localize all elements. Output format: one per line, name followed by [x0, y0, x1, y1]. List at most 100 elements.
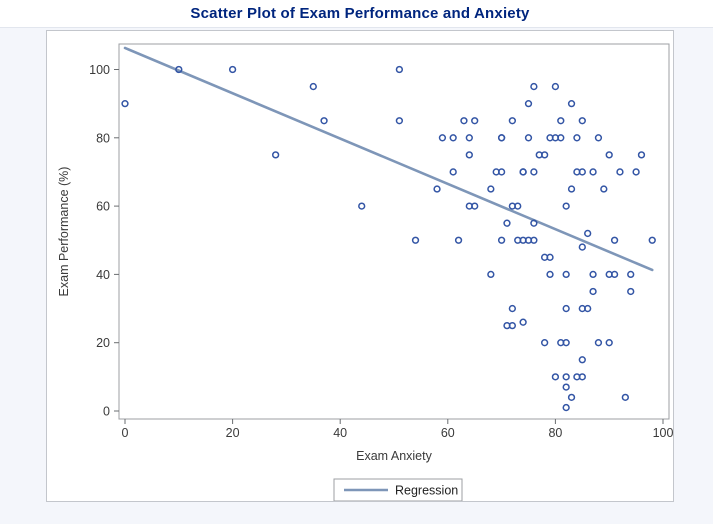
data-point	[567, 185, 576, 193]
data-point	[471, 117, 479, 125]
data-point	[584, 304, 592, 313]
plot-frame	[118, 43, 670, 420]
data-point	[438, 134, 447, 142]
title-band	[0, 0, 713, 28]
data-point	[551, 82, 560, 91]
data-point	[594, 134, 603, 142]
data-point	[546, 253, 554, 261]
y-tick-label: 80	[96, 131, 110, 145]
data-point	[508, 321, 517, 330]
data-point	[562, 304, 570, 313]
data-point	[610, 236, 619, 244]
data-point	[395, 117, 404, 125]
data-point	[358, 202, 366, 210]
data-point	[578, 356, 586, 364]
data-point	[471, 202, 479, 210]
y-axis-title: Exam Performance (%)	[57, 167, 71, 297]
data-point	[454, 236, 463, 244]
x-tick-label: 0	[122, 426, 129, 440]
page-title: Scatter Plot of Exam Performance and Anx…	[190, 5, 530, 22]
data-point	[562, 373, 570, 381]
data-point	[632, 168, 640, 176]
data-point	[589, 287, 597, 296]
y-tick-label: 100	[89, 63, 110, 77]
data-point	[562, 403, 570, 412]
data-point	[530, 219, 538, 227]
regression-line	[123, 46, 654, 272]
data-point	[519, 168, 527, 176]
data-point	[530, 168, 538, 176]
data-point	[487, 270, 495, 279]
data-point	[557, 134, 565, 142]
data-point	[228, 65, 237, 74]
data-point	[508, 304, 517, 313]
data-point	[271, 151, 280, 159]
data-point	[514, 202, 522, 210]
data-point	[562, 383, 570, 391]
data-point	[610, 270, 619, 279]
data-point	[627, 270, 635, 279]
y-tick-label: 40	[96, 268, 110, 282]
data-point	[616, 168, 624, 176]
data-point	[648, 236, 656, 244]
data-point	[524, 134, 533, 142]
data-point	[530, 82, 538, 91]
data-point	[460, 117, 468, 125]
chart-svg: 0 20 40 60 80 100 0 20 40 60 80 100 Exam Anxiety Exam…	[57, 43, 673, 501]
data-point	[121, 100, 129, 108]
data-point	[578, 117, 586, 125]
data-point	[497, 236, 506, 244]
data-point	[600, 185, 608, 193]
data-point	[605, 151, 613, 159]
data-point	[487, 185, 495, 193]
data-point	[519, 318, 527, 326]
data-point	[562, 339, 570, 347]
data-point	[562, 270, 570, 279]
data-point	[508, 117, 517, 125]
x-tick-label: 20	[226, 426, 240, 440]
data-point	[524, 100, 533, 108]
x-tick-label: 40	[333, 426, 347, 440]
data-point	[573, 134, 581, 142]
data-point	[627, 287, 635, 296]
data-point	[578, 168, 586, 176]
y-tick-label: 0	[103, 405, 110, 419]
data-point	[551, 373, 560, 381]
data-point	[557, 117, 565, 125]
data-point	[546, 270, 554, 279]
data-point	[175, 65, 183, 74]
data-point	[465, 151, 473, 159]
data-point	[578, 373, 586, 381]
data-point	[449, 168, 457, 176]
data-point	[621, 393, 629, 401]
data-point	[309, 82, 317, 91]
x-tick-label: 100	[653, 426, 673, 440]
x-tick-label: 60	[441, 426, 455, 440]
data-point	[465, 134, 473, 142]
data-point	[584, 229, 592, 238]
data-point	[605, 339, 613, 347]
data-point	[594, 339, 603, 347]
data-point	[433, 185, 441, 193]
data-point	[578, 243, 586, 251]
legend-label: Regression	[395, 484, 458, 498]
data-point	[497, 134, 506, 142]
data-point	[589, 168, 597, 176]
y-tick-label: 60	[96, 200, 110, 214]
data-point	[411, 236, 420, 244]
data-point	[497, 168, 506, 176]
data-point	[540, 339, 549, 347]
data-point	[567, 393, 576, 401]
x-axis-title: Exam Anxiety	[356, 449, 432, 463]
data-point	[540, 151, 549, 159]
data-point	[503, 219, 511, 227]
y-tick-label: 20	[96, 336, 110, 350]
data-point	[449, 134, 457, 142]
x-tick-label: 80	[548, 426, 562, 440]
data-point	[562, 202, 570, 210]
data-point	[589, 270, 597, 279]
data-point	[395, 65, 404, 74]
data-point	[530, 236, 538, 244]
legend-box	[333, 478, 463, 501]
data-point	[320, 117, 328, 125]
